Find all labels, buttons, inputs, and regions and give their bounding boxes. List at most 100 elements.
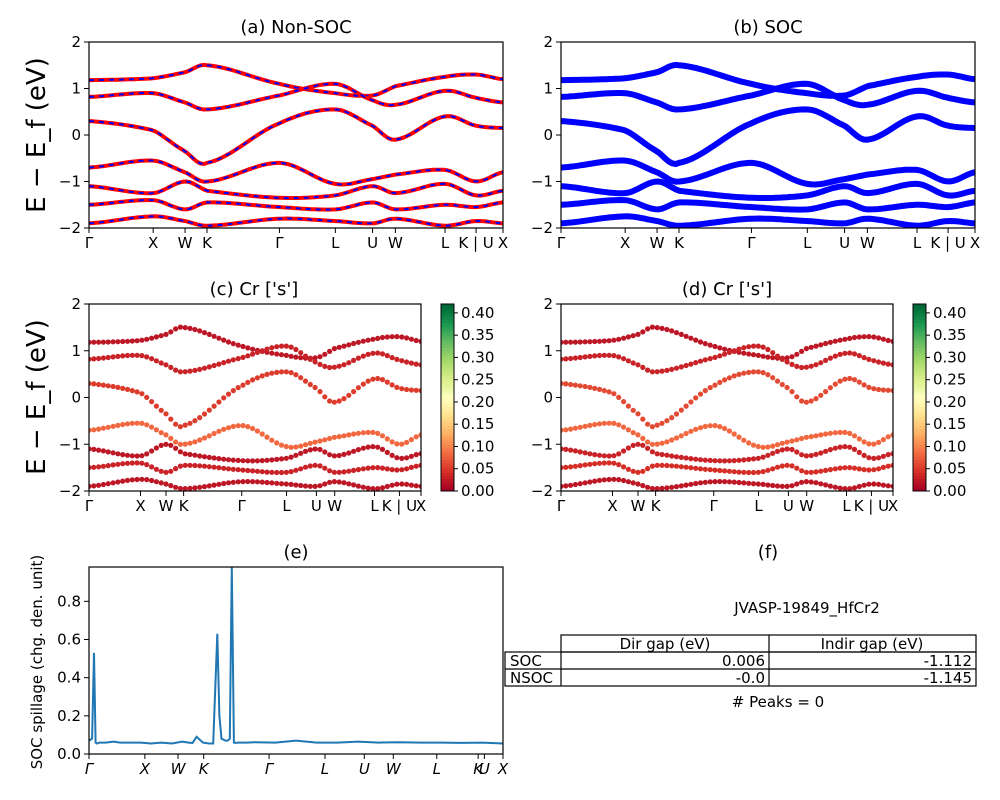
panel-d-point-6-46 [779,483,785,489]
panel-d-point-1-2 [568,355,574,362]
panel-d-point-3-68 [885,434,891,440]
panel-c-point-2-12 [144,394,150,400]
panel-d-point-4-45 [774,448,781,454]
panel-c-point-0-7 [120,338,126,345]
panel-b-ytick-label-1: −1 [531,173,553,191]
panel-d-point-2-7 [592,385,598,391]
panel-c-point-5-53 [341,469,347,475]
panel-c-point-0-51 [331,346,337,352]
panel-d-point-5-46 [779,463,785,469]
peaks-count: # Peaks = 0 [732,693,824,711]
panel-c-plot-area [89,324,421,491]
panel-d-colorbar-swatch-9 [913,459,926,464]
panel-d-colorbar-swatch-22 [913,419,926,423]
panel-c-point-0-55 [351,340,357,347]
panel-d-point-3-13 [621,424,627,430]
panel-c-point-0-65 [399,334,405,340]
panel-c-colorbar-swatch-33 [441,385,454,389]
panel-c-point-5-58 [365,465,371,471]
panel-d-point-2-45 [774,378,781,384]
panel-c-point-2-19 [177,424,183,430]
panel-d-point-0-55 [823,340,829,347]
panel-c-xtick-label-7: W [327,497,342,515]
panel-c-point-2-26 [211,403,217,409]
panel-d-point-5-56 [827,467,834,473]
panel-c-point-0-59 [370,336,376,342]
panel-d-xtick-label-2: W [631,497,646,515]
panel-c-point-2-54 [346,392,352,398]
panel-c-point-1-18 [173,367,179,373]
panel-c-point-0-41 [283,352,289,358]
panel-d-point-2-30 [702,388,708,394]
panel-d-point-0-4 [577,339,583,345]
panel-d-point-2-58 [837,378,843,384]
panel-c-point-6-24 [201,484,208,490]
panel-d-colorbar-swatch-13 [913,447,926,451]
panel-e-title: (e) [283,542,308,563]
panel-c-point-6-68 [413,483,419,489]
panel-d-point-3-35 [726,428,733,434]
panel-a-xtick-label-2: W [178,234,193,252]
panel-d-colorbar-swatch-58 [913,307,926,311]
panel-d-point-3-46 [779,440,785,446]
panel-c-point-3-8 [124,421,131,427]
panel-d-point-5-1 [563,464,569,470]
panel-c-point-0-52 [336,344,342,350]
panel-d-point-6-28 [693,480,699,487]
panel-c-point-6-17 [168,483,174,489]
panel-c-point-3-15 [158,430,164,436]
panel-d-point-2-59 [842,376,848,382]
panel-c-point-4-2 [96,447,102,453]
panel-c-point-4-63 [389,452,395,458]
panel-d-point-5-69 [890,462,893,468]
panel-e-xtick-label-10: U [479,760,490,778]
panel-d-point-1-32 [712,354,718,360]
panel-d-point-6-0 [561,483,564,489]
panel-c-point-1-32 [240,354,246,360]
panel-d-point-5-10 [606,460,612,466]
panel-c-point-3-53 [341,433,347,439]
panel-d-point-2-9 [601,388,607,394]
panel-d-colorbar-frame [912,303,927,492]
panel-d-point-0-17 [640,329,646,335]
panel-d-point-6-43 [765,482,771,488]
panel-d-point-4-58 [837,444,843,450]
panel-d-point-0-28 [693,337,699,343]
panel-c-point-1-28 [221,360,227,366]
panel-d-point-5-6 [587,461,593,467]
panel-c-ytick-label-4: 2 [71,295,81,313]
panel-d-point-2-31 [707,385,713,391]
panel-d-point-0-19 [649,324,656,330]
panel-d-point-3-67 [880,437,887,443]
panel-c-point-1-36 [259,348,265,354]
panel-d-colorbar-swatch-1 [913,484,926,489]
panel-d-point-6-59 [842,486,848,491]
panel-c-point-0-42 [288,353,294,359]
panel-c-point-6-14 [153,479,159,485]
panel-c-point-1-30 [230,357,236,363]
panel-c-point-5-47 [312,462,318,468]
panel-c-point-4-56 [355,447,361,453]
panel-c-point-6-31 [235,479,241,485]
panel-d-colorbar-swatch-15 [913,441,926,445]
panel-c-point-1-27 [216,361,222,367]
panel-c-point-3-22 [192,439,198,445]
panel-d-colorbar-swatch-51 [913,328,926,333]
panel-c-point-5-25 [206,464,212,470]
panel-d-point-1-30 [702,357,708,363]
panel-d-point-3-26 [683,430,689,437]
panel-c-point-1-19 [177,369,183,375]
panel-c-point-4-42 [288,454,294,460]
panel-d-point-2-12 [616,394,622,400]
panel-d-point-0-33 [717,345,723,351]
panel-d-ytick-label-0: −2 [531,482,553,500]
panel-c-point-5-28 [221,465,227,471]
panel-d-point-4-13 [621,448,627,454]
panel-e-xtick-label-4: Γ [265,760,275,778]
table-col-header-dir: Dir gap (eV) [620,635,711,653]
panel-d-point-4-7 [592,452,598,458]
panel-c-point-5-34 [250,468,256,474]
panel-d-point-0-16 [635,331,641,337]
panel-d-point-3-22 [664,439,670,445]
